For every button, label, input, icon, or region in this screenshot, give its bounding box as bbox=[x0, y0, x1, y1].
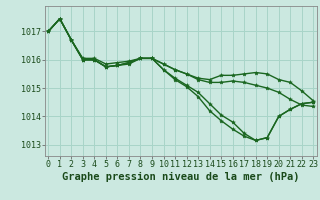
X-axis label: Graphe pression niveau de la mer (hPa): Graphe pression niveau de la mer (hPa) bbox=[62, 172, 300, 182]
